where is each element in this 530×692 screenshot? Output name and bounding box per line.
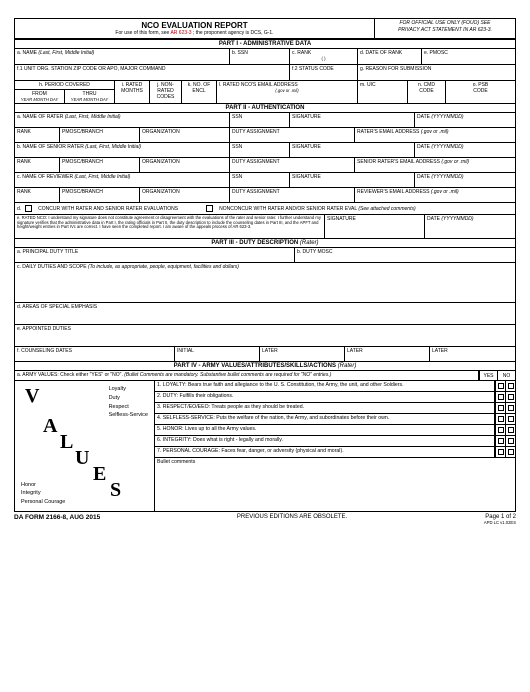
form-outer: NCO EVALUATION REPORT For use of this fo… (14, 18, 516, 512)
p1-f1: f.1 UNIT ORG. STATION ZIP CODE OR APO, M… (17, 66, 166, 72)
values-A: A (43, 415, 57, 438)
version: APD LC v1.02ES (484, 520, 516, 525)
values-U: U (75, 447, 89, 470)
p1-f2: f.2 STATUS CODE (292, 66, 334, 72)
no-box-6[interactable] (508, 438, 514, 444)
nonconcur-label: NONCONCUR WITH RATER AND/OR SENIOR RATER… (219, 206, 416, 212)
values-V: V (25, 385, 39, 408)
no-box-5[interactable] (508, 427, 514, 433)
p2-srEmail: SENIOR RATER'S EMAIL ADDRESS (.gov or .m… (357, 159, 469, 165)
no-box-2[interactable] (508, 394, 514, 400)
p2-b: b. NAME OF SENIOR RATER (Last, First, Mi… (17, 144, 141, 150)
p3-a: a. PRINCIPAL DUTY TITLE (17, 249, 78, 255)
p1-d: d. DATE OF RANK (360, 50, 402, 56)
p3-d: d. AREAS OF SPECIAL EMPHASIS (17, 304, 97, 310)
p3-c: c. DAILY DUTIES AND SCOPE (To include, a… (17, 264, 239, 270)
nonconcur-checkbox[interactable] (206, 205, 213, 212)
no-box-1[interactable] (508, 383, 514, 389)
yes-box-4[interactable] (498, 416, 504, 422)
bullet-comments: Bullet comments (155, 458, 515, 511)
p3-e: e. APPOINTED DUTIES (17, 326, 71, 332)
form-number: DA FORM 2166-8, AUG 2015 (14, 514, 100, 525)
yes-box-7[interactable] (498, 449, 504, 455)
p1-g: g. REASON FOR SUBMISSION (360, 66, 431, 72)
yes-box-3[interactable] (498, 405, 504, 411)
part1-head: PART I - ADMINISTRATIVE DATA (15, 40, 515, 49)
p1-a: a. NAME (Last, First, Middle Initial) (17, 50, 94, 56)
no-box-4[interactable] (508, 416, 514, 422)
p2-c: c. NAME OF REVIEWER (Last, First, Middle… (17, 174, 130, 180)
footer-center: PREVIOUS EDITIONS ARE OBSOLETE. (237, 514, 347, 525)
header-right2: PRIVACY ACT STATEMENT IN AR 623-3. (377, 27, 513, 34)
yes-box-2[interactable] (498, 394, 504, 400)
yes-box-6[interactable] (498, 438, 504, 444)
part4-head: PART IV - ARMY VALUES/ATTRIBUTES/SKILLS/… (15, 362, 515, 371)
concur-checkbox[interactable] (25, 205, 32, 212)
p1-h: h. PERIOD COVERED (15, 81, 114, 90)
part2-head: PART II - AUTHENTICATION (15, 104, 515, 113)
values-E: E (93, 463, 106, 486)
no-box-3[interactable] (508, 405, 514, 411)
footer: DA FORM 2166-8, AUG 2015 PREVIOUS EDITIO… (14, 514, 516, 525)
values-items: 1. LOYALTY: Bears true faith and allegia… (155, 381, 515, 511)
no-box-7[interactable] (508, 449, 514, 455)
values-S: S (110, 479, 121, 502)
p2-raterEmail: RATER'S EMAIL ADDRESS (.gov or .mil) (357, 129, 449, 135)
p2-date: DATE (YYYYMMDD) (417, 114, 464, 120)
p1-c: c. RANK (292, 50, 311, 56)
yes-box-1[interactable] (498, 383, 504, 389)
values-list-bottom: Honor Integrity Personal Courage (21, 481, 65, 507)
p1-b: b. SSN (232, 50, 248, 56)
p2-revEmail: REVIEWER'S EMAIL ADDRESS (.gov or .mil) (357, 189, 459, 195)
p2-a: a. NAME OF RATER (Last, First, Middle In… (17, 114, 121, 120)
p1-e: e. PMOSC (424, 50, 448, 56)
p3-b: b. DUTY MOSC (297, 249, 332, 255)
p4-a: a. ARMY VALUES: Check either "YES" or "N… (17, 372, 331, 378)
values-list-top: Loyalty Duty Respect Selfless-Service (109, 385, 148, 420)
subtitle: For use of this form, see AR 623-3 ; the… (19, 30, 370, 36)
title: NCO EVALUATION REPORT (19, 21, 370, 30)
yes-box-5[interactable] (498, 427, 504, 433)
part3-head: PART III - DUTY DESCRIPTION (Rater) (15, 239, 515, 248)
values-L: L (60, 431, 73, 454)
p2-e: e. RATED NCO: I understand my signature … (15, 215, 325, 239)
p3-f: f. COUNSELING DATES (17, 348, 72, 354)
p1-m: m. UIC (360, 82, 376, 88)
concur-label: CONCUR WITH RATER AND SENIOR RATER EVALU… (38, 206, 178, 212)
